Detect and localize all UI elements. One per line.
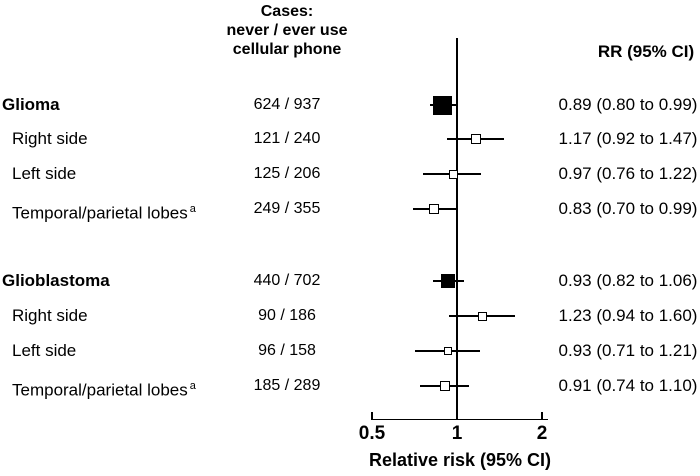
x-axis-line [371,418,548,421]
footnote-marker: a [189,203,196,215]
footnote-marker: a [189,380,196,392]
rr-ci-text: 0.89 (0.80 to 0.99) [558,95,698,114]
estimate-marker [444,347,453,355]
cases-count: 185 / 289 [253,377,321,394]
cases-count: 96 / 158 [258,342,316,359]
axis-tick-label: 0.5 [358,423,386,444]
estimate-marker [440,381,451,391]
axis-tick-mark [371,412,373,419]
cases-count: 90 / 186 [258,307,316,324]
axis-tick-mark [541,412,543,419]
rr-ci-text: 0.83 (0.70 to 0.99) [558,199,698,218]
row-label-text: Temporal/parietal lobes [12,380,188,400]
row-label-text: Right side [12,129,88,148]
cases-count: 125 / 206 [253,165,321,182]
rr-ci-text: 0.93 (0.71 to 1.21) [558,341,698,360]
estimate-marker [471,134,482,144]
cases-count: 624 / 937 [253,96,321,113]
estimate-marker [448,169,458,179]
group-label: Glioblastoma [2,269,110,293]
rr-ci-text: 0.97 (0.76 to 1.22) [558,164,698,183]
row-label-text: Glioblastoma [2,271,110,290]
row-label-text: Left side [12,164,77,183]
row-label-text: Right side [12,306,88,325]
rr-column-header: RR (95% CI) [597,42,695,61]
subgroup-label: Left side [12,162,76,186]
rr-ci-text: 1.23 (0.94 to 1.60) [558,306,698,325]
group-label: Glioma [2,93,60,117]
subgroup-label: Temporal/parietal lobes a [12,374,196,400]
axis-tick-label: 2 [536,423,548,444]
axis-tick-label: 1 [451,423,463,444]
rr-ci-text: 0.93 (0.82 to 1.06) [558,271,698,290]
cases-count: 121 / 240 [253,130,321,147]
row-label-text: Left side [12,341,77,360]
summary-estimate-marker [433,95,453,115]
subgroup-label: Temporal/parietal lobes a [12,197,196,223]
row-label-text: Temporal/parietal lobes [12,203,188,223]
rr-ci-text: 1.17 (0.92 to 1.47) [558,129,698,148]
estimate-marker [429,204,440,214]
subgroup-label: Right side [12,304,88,328]
cases-count: 249 / 355 [253,200,321,217]
subgroup-label: Left side [12,339,76,363]
cases-column-header: Cases: never / ever use cellular phone [226,3,348,58]
estimate-marker [477,311,487,321]
subgroup-label: Right side [12,127,88,151]
rr-ci-text: 0.91 (0.74 to 1.10) [558,376,698,395]
x-axis-title: Relative risk (95% CI) [368,450,552,470]
cases-count: 440 / 702 [253,272,321,289]
reference-line [456,38,458,420]
row-label-text: Glioma [2,95,60,114]
summary-estimate-marker [441,274,456,288]
